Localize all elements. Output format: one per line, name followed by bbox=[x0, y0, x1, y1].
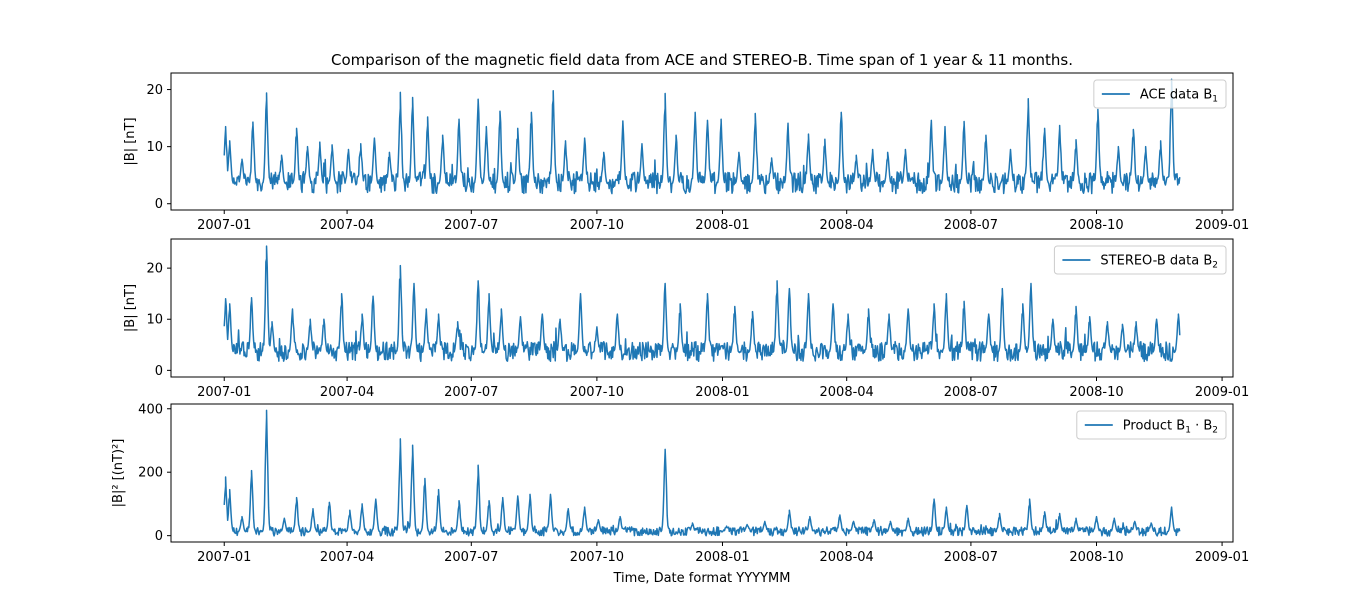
x-tick-label: 2009-01 bbox=[1195, 218, 1249, 233]
legend: STEREO-B data B2 bbox=[1053, 245, 1227, 275]
x-tick-label: 2007-07 bbox=[444, 550, 498, 565]
x-tick-label: 2008-07 bbox=[944, 218, 998, 233]
legend-box bbox=[1053, 245, 1227, 275]
x-tick-label: 2008-04 bbox=[820, 385, 874, 400]
y-tick-label: 20 bbox=[146, 83, 163, 98]
y-axis-label: |B|² [(nT)²] bbox=[111, 439, 126, 508]
y-tick-label: 400 bbox=[138, 402, 163, 417]
x-tick-label: 2007-01 bbox=[197, 218, 251, 233]
x-tick-label: 2007-10 bbox=[570, 385, 624, 400]
legend-box bbox=[1076, 410, 1227, 440]
y-axis-label: |B| [nT] bbox=[123, 284, 138, 332]
panels: 0 10 20 2007-01 2007-04 2007-07 2007-10 2008-01… bbox=[111, 72, 1249, 565]
x-axis-label: Time, Date format YYYYMM bbox=[613, 571, 791, 586]
x-tick-label: 2007-01 bbox=[197, 385, 251, 400]
legend-label: ACE data B1 bbox=[1140, 88, 1218, 105]
series-line bbox=[223, 409, 1181, 537]
x-tick-label: 2007-04 bbox=[320, 550, 374, 565]
series-line bbox=[223, 245, 1181, 363]
y-tick-label: 0 bbox=[155, 364, 163, 379]
x-tick-label: 2008-07 bbox=[944, 550, 998, 565]
x-tick-label: 2008-04 bbox=[820, 550, 874, 565]
legend: ACE data B1 bbox=[1093, 79, 1227, 109]
x-tick-label: 2007-10 bbox=[570, 550, 624, 565]
axes-frame bbox=[170, 403, 1234, 543]
x-tick-label: 2008-01 bbox=[695, 218, 749, 233]
y-tick-label: 10 bbox=[146, 140, 163, 155]
panel-3: 0 200 400 2007-01 2007-04 2007-07 2007-10 2008-… bbox=[111, 402, 1249, 565]
x-tick-label: 2008-10 bbox=[1069, 550, 1123, 565]
x-tick-label: 2008-07 bbox=[944, 385, 998, 400]
y-tick-label: 0 bbox=[155, 197, 163, 212]
panel-1: 0 10 20 2007-01 2007-04 2007-07 2007-10 2008-01… bbox=[123, 72, 1249, 233]
legend-label: Product B1 · B2 bbox=[1123, 419, 1218, 436]
x-tick-label: 2008-10 bbox=[1069, 218, 1123, 233]
series-line bbox=[223, 78, 1181, 195]
chart-title: Comparison of the magnetic field data fr… bbox=[331, 51, 1073, 69]
axes-frame bbox=[170, 238, 1234, 378]
x-tick-label: 2008-04 bbox=[820, 218, 874, 233]
y-tick-label: 200 bbox=[138, 466, 163, 481]
x-tick-label: 2007-07 bbox=[444, 385, 498, 400]
y-axis-label: |B| [nT] bbox=[123, 117, 138, 165]
legend-label: STEREO-B data B2 bbox=[1100, 254, 1218, 271]
x-tick-label: 2008-01 bbox=[695, 550, 749, 565]
x-tick-label: 2007-07 bbox=[444, 218, 498, 233]
legend: Product B1 · B2 bbox=[1076, 410, 1227, 440]
legend-box bbox=[1093, 79, 1227, 109]
x-tick-label: 2007-10 bbox=[570, 218, 624, 233]
x-tick-label: 2007-01 bbox=[197, 550, 251, 565]
x-tick-label: 2007-04 bbox=[320, 218, 374, 233]
x-tick-label: 2008-10 bbox=[1069, 385, 1123, 400]
x-tick-label: 2007-04 bbox=[320, 385, 374, 400]
y-tick-label: 10 bbox=[146, 313, 163, 328]
y-tick-label: 20 bbox=[146, 262, 163, 277]
x-tick-label: 2009-01 bbox=[1195, 550, 1249, 565]
x-tick-label: 2009-01 bbox=[1195, 385, 1249, 400]
x-tick-label: 2008-01 bbox=[695, 385, 749, 400]
panel-2: 0 10 20 2007-01 2007-04 2007-07 2007-10 2008-01… bbox=[123, 238, 1249, 400]
y-tick-label: 0 bbox=[155, 529, 163, 544]
axes-frame bbox=[170, 72, 1234, 211]
